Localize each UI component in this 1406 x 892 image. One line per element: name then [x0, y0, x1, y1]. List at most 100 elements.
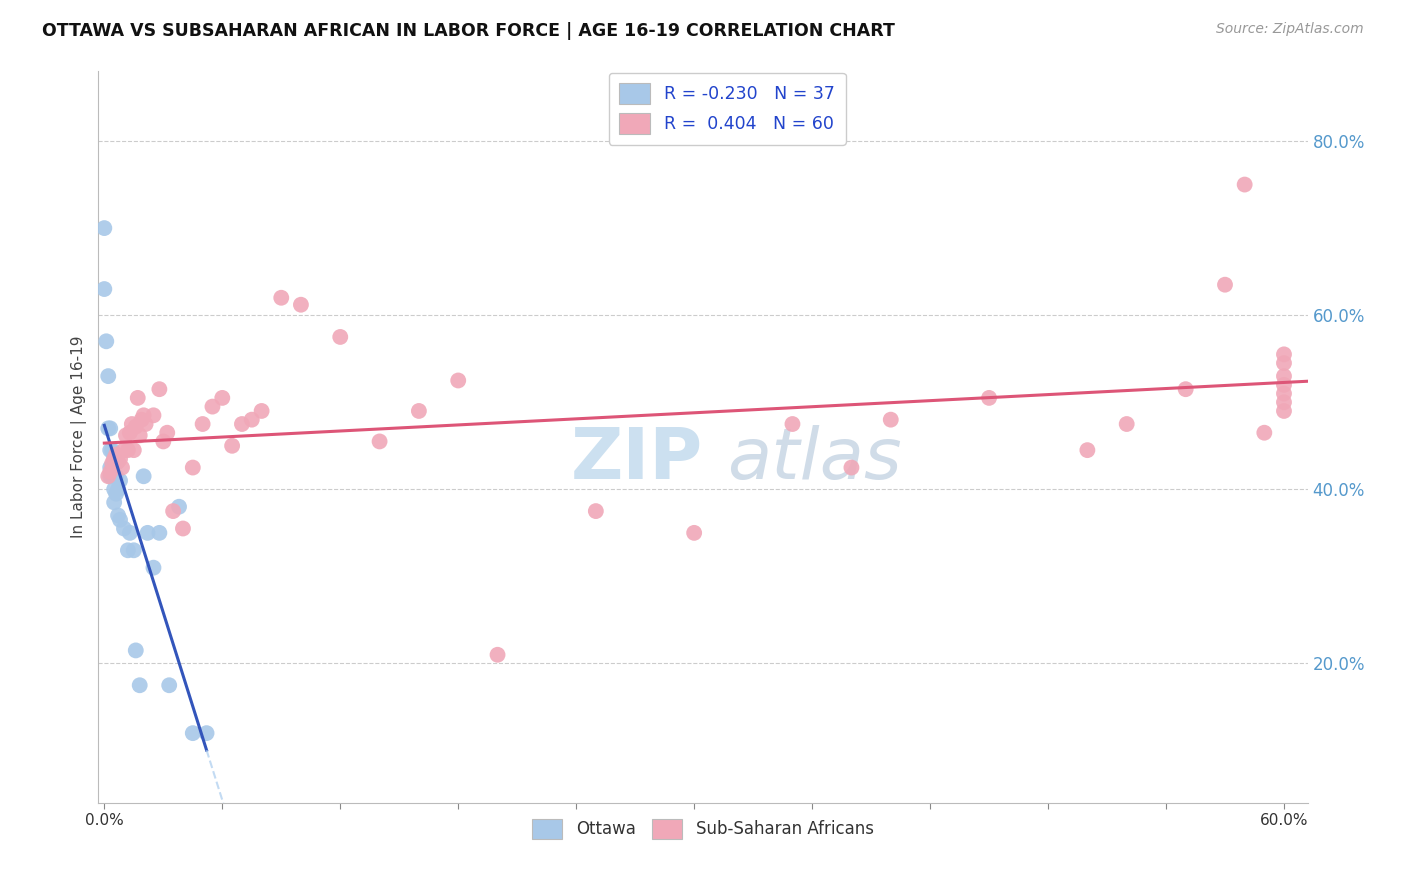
Point [118, 525, 141, 540]
Text: OTTAWA VS SUBSAHARAN AFRICAN IN LABOR FORCE | AGE 16-19 CORRELATION CHART: OTTAWA VS SUBSAHARAN AFRICAN IN LABOR FO… [42, 22, 896, 40]
Point [1272, 347, 1295, 361]
Point [93, 221, 115, 235]
Text: Source: ZipAtlas.com: Source: ZipAtlas.com [1216, 22, 1364, 37]
Point [122, 543, 145, 558]
Point [157, 678, 180, 692]
Point [1272, 356, 1295, 370]
Point [93, 282, 115, 296]
Point [211, 391, 233, 405]
Point [142, 560, 165, 574]
Point [250, 404, 273, 418]
Point [97, 369, 120, 384]
Point [108, 474, 131, 488]
Y-axis label: In Labor Force | Age 16-19: In Labor Force | Age 16-19 [72, 335, 87, 539]
Point [125, 643, 148, 657]
Point [1213, 277, 1236, 292]
Point [290, 298, 312, 312]
Point [103, 495, 125, 509]
Point [96, 334, 118, 349]
Point [105, 469, 128, 483]
Point [1272, 377, 1295, 392]
Point [127, 391, 149, 405]
Point [221, 439, 243, 453]
Point [1272, 386, 1295, 401]
Point [148, 525, 170, 540]
Point [191, 417, 214, 431]
Point [103, 451, 125, 466]
Point [125, 419, 148, 434]
Point [181, 460, 204, 475]
Point [122, 443, 145, 458]
Point [105, 456, 128, 470]
Point [118, 425, 141, 440]
Point [112, 521, 135, 535]
Point [880, 412, 903, 426]
Point [201, 400, 224, 414]
Point [231, 417, 253, 431]
Point [585, 504, 607, 518]
Point [162, 504, 184, 518]
Point [152, 434, 174, 449]
Point [97, 469, 120, 483]
Point [1272, 369, 1295, 384]
Point [136, 525, 159, 540]
Text: atlas: atlas [727, 425, 901, 493]
Point [105, 486, 128, 500]
Point [98, 465, 121, 479]
Point [128, 678, 150, 692]
Point [121, 417, 143, 431]
Point [329, 330, 352, 344]
Point [128, 428, 150, 442]
Point [148, 382, 170, 396]
Point [98, 460, 121, 475]
Point [112, 443, 135, 458]
Point [98, 421, 121, 435]
Point [108, 451, 131, 466]
Point [1272, 404, 1295, 418]
Point [105, 448, 128, 462]
Point [142, 409, 165, 423]
Point [132, 469, 155, 483]
Point [683, 525, 706, 540]
Text: ZIP: ZIP [571, 425, 703, 493]
Point [107, 454, 129, 468]
Point [103, 483, 125, 497]
Point [167, 500, 190, 514]
Point [1253, 425, 1275, 440]
Point [107, 483, 129, 497]
Point [1174, 382, 1197, 396]
Point [135, 417, 157, 431]
Point [977, 391, 1000, 405]
Point [103, 451, 125, 466]
Point [195, 726, 218, 740]
Point [132, 409, 155, 423]
Point [782, 417, 804, 431]
Point [181, 726, 204, 740]
Point [115, 428, 138, 442]
Point [111, 460, 134, 475]
Point [841, 460, 863, 475]
Point [103, 469, 125, 483]
Point [1076, 443, 1098, 458]
Point [101, 469, 124, 483]
Point [98, 443, 121, 458]
Point [117, 443, 139, 458]
Point [1233, 178, 1256, 192]
Point [240, 412, 263, 426]
Point [101, 456, 124, 470]
Point [1115, 417, 1137, 431]
Point [270, 291, 292, 305]
Point [101, 460, 124, 475]
Point [131, 412, 153, 426]
Point [108, 513, 131, 527]
Legend: Ottawa, Sub-Saharan Africans: Ottawa, Sub-Saharan Africans [526, 812, 880, 846]
Point [98, 469, 121, 483]
Point [408, 404, 430, 418]
Point [101, 443, 124, 458]
Point [97, 421, 120, 435]
Point [368, 434, 391, 449]
Point [107, 508, 129, 523]
Point [486, 648, 509, 662]
Point [172, 521, 194, 535]
Point [156, 425, 179, 440]
